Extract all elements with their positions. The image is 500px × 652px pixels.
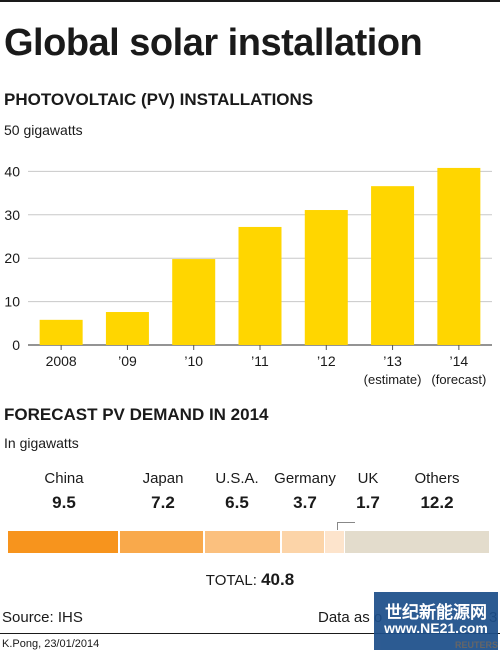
data-as-of-text: Data as o	[318, 609, 383, 626]
x-tick-label: ’13	[383, 353, 402, 369]
stack-segment	[281, 531, 324, 553]
x-tick-label: ’11	[251, 353, 269, 369]
bar	[304, 210, 348, 345]
stack-segment	[204, 531, 280, 553]
total-line: TOTAL: 40.8	[0, 570, 500, 590]
chart2-subtitle: In gigawatts	[4, 435, 79, 451]
stack-segment	[119, 531, 204, 553]
x-tick-label: ’09	[118, 353, 137, 369]
pv-installations-chart: 0 10 20 30 40 2008 ’09 ’10 ’11 ’12 ’13 (estimate) ’1…	[4, 163, 492, 387]
source-text: Source: IHS	[2, 609, 83, 626]
bar	[39, 319, 83, 345]
page-title: Global solar installation	[4, 22, 423, 64]
stack-segment	[325, 531, 344, 553]
demand-country-label: Germany	[274, 470, 336, 487]
y-tick-label: 40	[4, 163, 20, 179]
total-label: TOTAL:	[205, 572, 257, 589]
top-rule	[0, 0, 500, 2]
bar	[238, 226, 282, 345]
bar	[371, 186, 415, 345]
bar	[437, 167, 481, 345]
y-tick-label: 20	[4, 250, 20, 266]
demand-value-label: 6.5	[225, 493, 249, 512]
x-tick-label: 2008	[46, 353, 77, 369]
credit-text: K.Pong, 23/01/2014	[2, 638, 100, 650]
demand-value-label: 1.7	[356, 493, 380, 512]
y-tick-label: 10	[4, 294, 20, 310]
stack-segment	[345, 531, 489, 553]
demand-value-label: 3.7	[293, 493, 317, 512]
watermark-line1: 世纪新能源网	[385, 603, 487, 622]
demand-country-label: Japan	[142, 470, 184, 487]
reuters-logo: REUTERS	[454, 640, 498, 650]
demand-value-label: 12.2	[420, 493, 454, 512]
total-value: 40.8	[261, 570, 295, 589]
x-tick-label: ’12	[317, 353, 336, 369]
y-tick-label: 30	[4, 207, 20, 223]
bottom-rule	[0, 633, 500, 634]
demand-country-label: U.S.A.	[215, 470, 259, 487]
chart2-title: FORECAST PV DEMAND IN 2014	[4, 405, 269, 424]
bar	[172, 259, 216, 345]
y-tick-label: 0	[12, 337, 20, 353]
watermark-line2: www.NE21.com	[384, 620, 488, 636]
demand-country-label: UK	[357, 470, 379, 487]
x-tick-label: ’14	[450, 353, 469, 369]
demand-stacked-bar	[8, 531, 489, 553]
watermark-logo: 世纪新能源网 www.NE21.com	[374, 592, 498, 650]
stack-segment	[8, 531, 119, 553]
x-tick-label: ’10	[184, 353, 203, 369]
chart1-unit-label: 50 gigawatts	[4, 122, 83, 138]
demand-value-label: 9.5	[52, 493, 76, 512]
demand-value-label: 7.2	[151, 493, 175, 512]
chart1-title: PHOTOVOLTAIC (PV) INSTALLATIONS	[4, 90, 314, 109]
x-tick-note: (estimate)	[364, 372, 422, 387]
x-tick-note: (forecast)	[431, 372, 486, 387]
uk-bracket	[337, 522, 355, 530]
demand-country-label: China	[44, 470, 84, 487]
bar	[105, 312, 149, 345]
demand-country-label: Others	[414, 470, 460, 487]
